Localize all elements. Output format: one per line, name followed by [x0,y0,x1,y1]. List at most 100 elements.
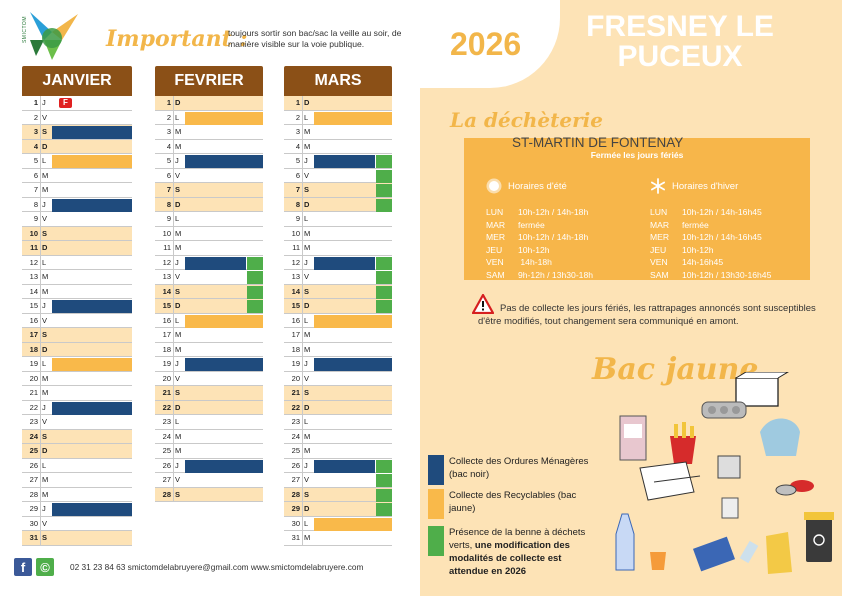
facebook-icon[interactable]: f [14,558,32,576]
day-letter: M [175,330,182,339]
row-divider [40,270,41,284]
row-divider [302,139,303,154]
row-divider [40,154,41,168]
day-number: 5 [33,156,38,165]
day-letter: J [175,359,179,368]
row-divider [302,357,303,371]
day-row: 30 L [284,516,392,531]
hours-value: 14h-18h [518,257,552,267]
day-letter: M [304,228,311,238]
row-divider [173,313,174,328]
day-number: 3 [166,127,171,136]
day-letter: V [304,170,310,180]
day-list: 1 D 2 L 3 M 4 M 5 J 6 V 7 S 8 D 9 L 10 M 11 M 12 J 13 V 14 S 15 D 16 L 1… [155,96,263,502]
row-divider [302,473,303,487]
day-letter: V [42,518,48,528]
day-letter: M [304,446,311,455]
day-number: 20 [162,373,171,383]
hours-line: MER 10h-12h / 14h-18h [486,231,593,244]
day-number: 19 [29,359,38,368]
hours-line: SAM 9h-12h / 13h30-18h [486,269,593,282]
day-letter: L [304,417,309,426]
smictom-app-icon[interactable]: © [36,558,54,576]
day-number: 29 [29,504,38,513]
hours-value: 10h-12h / 13h30-16h45 [682,269,772,280]
day-letter: S [304,489,310,499]
day-number: 1 [166,98,171,107]
month-janvier: JANVIER 1 J F 2 V 3 S 4 D 5 L 6 M 7 M 8 J 9 V 10 S 11 D 12 L 13 M 1… [22,66,132,546]
day-number: 12 [29,257,38,267]
row-divider [173,197,174,212]
day-row: 25 M [284,444,392,459]
row-divider [173,284,174,299]
collecte-ordures-bar [185,459,263,473]
row-divider [302,110,303,125]
day-letter: V [175,373,181,383]
day-number: 17 [291,330,300,339]
day-number: 25 [162,446,171,455]
day-letter: D [42,141,48,151]
day-number: 5 [295,156,300,165]
row-divider [173,357,174,371]
day-row: 11 D [22,241,132,256]
day-letter: S [175,388,181,397]
row-divider [173,226,174,241]
row-divider [302,154,303,168]
day-number: 22 [162,402,171,412]
day-number: 3 [33,127,38,136]
winter-hours-list: LUN 10h-12h / 14h-16h45 MAR fermée MER 10h-12… [650,206,771,281]
month-title: MARS [284,66,392,96]
day-number: 25 [291,446,300,455]
hours-day: SAM [650,269,669,280]
day-number: 23 [29,417,38,426]
row-divider [40,284,41,299]
day-list: 1 D 2 L 3 M 4 M 5 J 6 V 7 S 8 D 9 L 10 M 11 M 12 J 13 V 14 S 15 D 16 L 1… [284,96,392,546]
row-divider [40,415,41,429]
day-row: 17 M [155,328,263,343]
row-divider [302,212,303,226]
day-letter: S [304,286,310,296]
hours-value: 14h-16h45 [682,257,724,267]
day-number: 28 [291,489,300,499]
day-letter: V [42,214,48,223]
row-divider [40,110,41,125]
day-number: 16 [291,315,300,325]
day-letter: S [175,185,181,194]
row-divider [302,328,303,342]
day-letter: S [304,388,310,397]
row-divider [173,255,174,270]
row-divider [302,270,303,284]
day-row: 19 L [22,357,132,372]
dechets-verts-bar [376,285,392,299]
warning-icon [472,294,494,314]
day-letter: M [175,431,182,441]
carton-icon [619,415,647,461]
day-letter: S [42,127,48,136]
day-row: 11 M [155,241,263,256]
collecte-ordures-bar [185,256,246,270]
day-letter: M [175,141,182,151]
day-number: 10 [291,228,300,238]
day-number: 12 [162,257,171,267]
row-divider [40,183,41,197]
row-divider [302,400,303,415]
fries-box-icon [670,422,696,464]
can-icon [717,455,741,479]
row-divider [173,168,174,183]
collecte-ordures-bar [52,401,132,415]
dechets-verts-bar [247,256,263,270]
row-divider [302,502,303,516]
day-number: 21 [162,388,171,397]
day-letter: V [175,475,181,484]
day-letter: M [304,344,311,354]
row-divider [173,241,174,255]
day-letter: V [42,112,48,122]
day-number: 11 [292,243,300,252]
day-letter: S [175,489,181,499]
